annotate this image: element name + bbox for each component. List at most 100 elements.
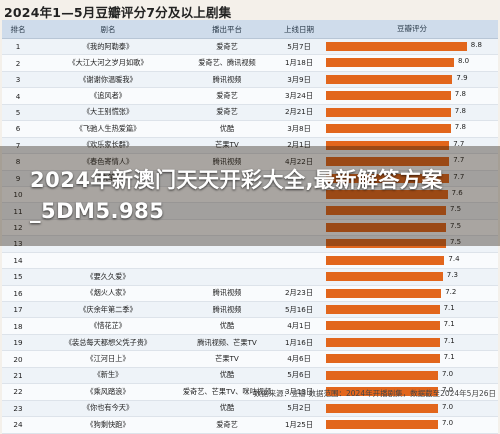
platform-cell: 优酷 [219, 403, 235, 413]
score-label: 7.5 [450, 238, 462, 247]
name-cell: 《江河日上》 [86, 354, 130, 364]
platform-cell: 芒果TV [215, 354, 239, 364]
date-cell: 5月16日 [284, 304, 314, 314]
platform-cell: 腾讯视频 [212, 304, 242, 314]
score-cell: 7.7 [326, 154, 498, 169]
table-row: 7 《欢乐家长群》 芒果TV 2月1日 7.7 [2, 137, 498, 155]
score-cell: 7.7 [326, 138, 498, 153]
score-label: 8.8 [470, 41, 482, 49]
date-cell: 1月18日 [284, 58, 314, 68]
score-cell: 7.8 [326, 88, 498, 103]
score-label: 7.2 [445, 287, 457, 296]
date-cell: 4月6日 [287, 354, 311, 364]
rank-cell: 3 [15, 75, 21, 85]
rank-cell: 5 [15, 107, 21, 117]
rank-cell: 9 [15, 173, 21, 183]
rank-cell: 11 [13, 206, 23, 216]
score-bar [326, 255, 445, 265]
score-bar [326, 58, 454, 68]
score-cell: 7.8 [326, 105, 498, 120]
name-cell: 《大王别慌张》 [82, 107, 134, 117]
date-cell: 5月7日 [287, 41, 311, 51]
date-cell: 1月25日 [284, 419, 314, 429]
platform-cell: 腾讯视频 [212, 156, 242, 166]
date-cell: 4月22日 [284, 156, 314, 166]
score-label: 7.4 [448, 254, 460, 263]
table-row: 8 《春色寄情人》 腾讯视频 4月22日 7.7 [2, 154, 498, 171]
header-score: 豆瓣评分 [397, 24, 427, 33]
score-bar [326, 124, 451, 134]
score-bar [326, 403, 438, 413]
platform-cell: 腾讯视频、芒果TV [197, 337, 257, 347]
date-cell: 3月9日 [287, 74, 311, 84]
date-cell: 1月16日 [284, 337, 314, 347]
table-row: 18 《惜花芷》 优酷 4月1日 7.1 [2, 318, 498, 335]
score-bar [326, 157, 450, 167]
score-cell: 7.4 [326, 253, 498, 268]
table-row: 17 《庆余年第二季》 腾讯视频 5月16日 7.1 [2, 302, 498, 319]
score-cell: 7.5 [326, 203, 498, 218]
table-row: 22 《乘风踏浪》 爱奇艺、芒果TV、咪咕视频 3月13日 7.0 [2, 384, 498, 401]
table-row: 3 《谢谢你温暖我》 腾讯视频 3月9日 7.9 [2, 71, 498, 89]
table-row: 23 《你也有今天》 优酷 5月2日 7.0 [2, 400, 498, 418]
date-cell: 2月21日 [284, 107, 314, 117]
chart-title: 2024年1—5月豆瓣评分7分及以上剧集 [4, 5, 232, 20]
score-cell: 7.1 [326, 302, 498, 317]
score-bar [326, 140, 450, 150]
score-label: 7.0 [442, 386, 454, 395]
score-label: 7.6 [451, 188, 463, 197]
name-cell: 《新生》 [93, 370, 123, 380]
platform-cell: 爱奇艺 [216, 41, 238, 51]
score-bar [326, 74, 453, 84]
date-cell: 3月13日 [284, 386, 314, 396]
table-row: 9 《执笔》 7.7 [2, 170, 498, 187]
score-bar [326, 420, 438, 430]
ranking-table: 排名 剧名 播出平台 上线日期 豆瓣评分 1 《我的阿勒泰》 爱奇艺 5月7日 8.8 2… [2, 20, 498, 434]
rank-cell: 12 [13, 223, 23, 233]
rank-cell: 23 [13, 403, 23, 413]
score-label: 7.0 [442, 369, 454, 378]
table-row: 4 《追风者》 爱奇艺 3月24日 7.8 [2, 88, 498, 105]
score-cell: 8.0 [326, 55, 498, 70]
rank-cell: 20 [13, 354, 23, 364]
name-cell: 《乘风踏浪》 [86, 386, 130, 396]
name-cell: 《欢乐家长群》 [82, 140, 134, 150]
name-cell: 《庆余年第二季》 [79, 304, 137, 314]
score-label: 7.9 [456, 73, 468, 82]
rank-cell: 22 [13, 387, 23, 397]
watermark-text: 2024年新澳门天天开彩大全,最新解答方案_5DM5.985 [30, 168, 443, 223]
score-label: 7.8 [454, 106, 466, 115]
header-name: 剧名 [100, 24, 116, 34]
rank-cell: 19 [13, 338, 23, 348]
date-cell: 2月23日 [284, 288, 314, 298]
score-cell: 7.6 [326, 187, 498, 202]
rank-cell: 7 [15, 140, 21, 150]
score-bar [326, 173, 450, 183]
score-bar [326, 305, 440, 314]
platform-cell: 优酷 [219, 370, 235, 380]
platform-cell: 爱奇艺、芒果TV、咪咕视频 [182, 386, 272, 396]
name-cell: 《烟火人家》 [86, 288, 130, 298]
rank-cell: 1 [15, 42, 21, 52]
score-cell: 7.2 [326, 286, 498, 301]
date-cell: 4月1日 [287, 321, 311, 331]
table-row: 11 7.5 [2, 203, 498, 220]
score-cell: 7.1 [326, 335, 498, 350]
name-cell: 《要久久爱》 [86, 271, 130, 281]
score-label: 7.7 [453, 172, 465, 181]
score-cell: 7.5 [326, 220, 498, 235]
rank-cell: 4 [15, 91, 21, 101]
score-label: 7.1 [443, 336, 455, 345]
platform-cell: 优酷 [219, 321, 235, 331]
score-bar [326, 222, 446, 232]
score-label: 7.5 [450, 221, 462, 230]
date-cell: 3月8日 [287, 123, 311, 133]
source-note: 数据来源：豆瓣 数据范围：2024年开播剧集，数据截至2024年5月26日 [253, 389, 496, 398]
score-cell: 7.1 [326, 318, 498, 333]
platform-cell: 爱奇艺 [216, 91, 238, 101]
name-cell: 《你也有今天》 [82, 403, 134, 413]
score-bar [326, 288, 442, 298]
score-cell: 7.8 [326, 121, 498, 136]
rank-cell: 13 [13, 239, 23, 249]
score-bar [326, 107, 451, 117]
